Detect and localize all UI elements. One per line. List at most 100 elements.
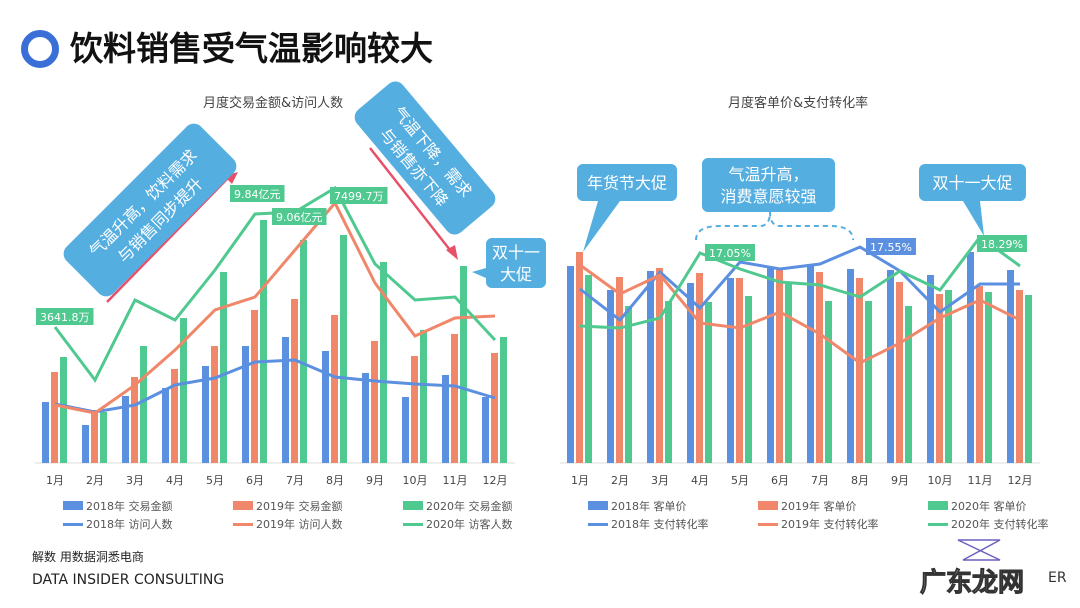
callout-double11-left-text: 双十一 — [492, 243, 540, 262]
bar-1-4 — [162, 388, 169, 463]
tick-label: 5月 — [731, 474, 749, 487]
data-label: 17.55% — [870, 241, 912, 254]
bar-1-9 — [887, 270, 894, 463]
bar-1-8 — [322, 351, 329, 463]
callout-temp-text: 气温升高， — [728, 165, 808, 184]
chart1-title: 月度交易金额&访问人数 — [203, 96, 344, 111]
tick-label: 7月 — [811, 474, 829, 487]
legend-swatch — [233, 501, 253, 510]
tick-label: 3月 — [126, 474, 144, 487]
tick-label: 4月 — [691, 474, 709, 487]
bar-1-11 — [967, 252, 974, 463]
bar-1-11 — [442, 375, 449, 463]
data-label-bg — [272, 208, 327, 225]
legend-label: 2020年 交易金额 — [426, 499, 513, 513]
legend-swatch — [403, 501, 423, 510]
callout-double11-left-tail — [472, 268, 486, 278]
legend-label: 2018年 客单价 — [611, 499, 687, 513]
legend-swatch — [928, 501, 948, 510]
legend-swatch — [928, 523, 948, 526]
legend-label: 2019年 客单价 — [781, 499, 857, 513]
data-label: 18.29% — [981, 238, 1023, 251]
bar-2-1 — [576, 252, 583, 463]
bar-1-5 — [727, 278, 734, 463]
bar-2-2 — [91, 410, 98, 463]
line-series-2 — [579, 263, 1021, 365]
tick-label: 2月 — [611, 474, 629, 487]
bar-3-1 — [60, 357, 67, 463]
callout-newyear-text: 年货节大促 — [587, 174, 667, 193]
line-series-3 — [579, 234, 1021, 330]
bar-3-2 — [100, 412, 107, 463]
legend-label: 2019年 支付转化率 — [781, 517, 879, 531]
legend-swatch — [403, 523, 423, 526]
tick-label: 1月 — [571, 474, 589, 487]
tick-label: 4月 — [166, 474, 184, 487]
bar-3-9 — [380, 262, 387, 463]
bar-2-7 — [291, 299, 298, 463]
bar-2-10 — [411, 356, 418, 463]
bar-3-5 — [745, 296, 752, 463]
bar-2-3 — [656, 268, 663, 463]
bar-2-10 — [936, 294, 943, 463]
bar-3-12 — [500, 337, 507, 463]
tick-label: 12月 — [1008, 474, 1033, 487]
bar-1-6 — [242, 346, 249, 463]
bar-2-12 — [1016, 290, 1023, 463]
legend-label: 2020年 支付转化率 — [951, 517, 1049, 531]
bar-2-8 — [856, 278, 863, 463]
callout-newyear-tail — [583, 201, 620, 252]
bar-3-7 — [300, 240, 307, 463]
callout-double11-left-text: 大促 — [500, 265, 532, 284]
legend-swatch — [233, 523, 253, 526]
legend-swatch — [63, 523, 83, 526]
callout-double11-right-tail — [963, 201, 984, 236]
bar-1-10 — [927, 275, 934, 463]
bar-2-6 — [251, 310, 258, 463]
tick-label: 11月 — [443, 474, 468, 487]
bar-2-7 — [816, 272, 823, 463]
callout-double11-right-text: 双十一大促 — [932, 174, 1012, 193]
bar-2-5 — [211, 346, 218, 463]
legend-label: 2020年 客单价 — [951, 499, 1027, 513]
bar-1-7 — [807, 266, 814, 463]
bar-1-10 — [402, 397, 409, 463]
bar-2-11 — [976, 286, 983, 463]
bar-3-8 — [340, 235, 347, 463]
legend-label: 2018年 访问人数 — [86, 517, 173, 531]
bar-3-5 — [220, 272, 227, 463]
bar-1-1 — [42, 402, 49, 463]
callout-newyear — [577, 164, 677, 201]
tick-label: 7月 — [286, 474, 304, 487]
watermark: 广东龙网 — [919, 568, 1025, 599]
tick-label: 2月 — [86, 474, 104, 487]
tick-label: 8月 — [851, 474, 869, 487]
bar-2-9 — [371, 341, 378, 463]
bar-2-9 — [896, 282, 903, 463]
legend-swatch — [588, 523, 608, 526]
tick-label: 10月 — [928, 474, 953, 487]
bar-1-7 — [282, 337, 289, 463]
legend-label: 2020年 访客人数 — [426, 517, 513, 531]
callout-temp-text: 消费意愿较强 — [720, 187, 816, 206]
data-label-bg — [977, 235, 1027, 252]
data-label: 7499.7万 — [334, 190, 384, 203]
bar-3-1 — [585, 275, 592, 463]
footer-tagline: 解数 用数据洞悉电商 — [32, 550, 144, 564]
tick-label: 5月 — [206, 474, 224, 487]
callout-double11-right — [919, 164, 1026, 201]
data-label: 3641.8万 — [40, 311, 90, 324]
bar-1-12 — [482, 397, 489, 463]
data-label: 9.06亿元 — [276, 211, 323, 224]
legend-label: 2018年 支付转化率 — [611, 517, 709, 531]
bar-3-6 — [785, 284, 792, 463]
bar-3-7 — [825, 301, 832, 463]
bar-2-4 — [696, 273, 703, 463]
bar-1-1 — [567, 266, 574, 463]
callout-temp — [702, 158, 835, 212]
arrowhead-icon — [446, 245, 458, 260]
bar-3-11 — [985, 292, 992, 463]
circle-logo-icon — [21, 30, 59, 68]
tick-label: 6月 — [246, 474, 264, 487]
